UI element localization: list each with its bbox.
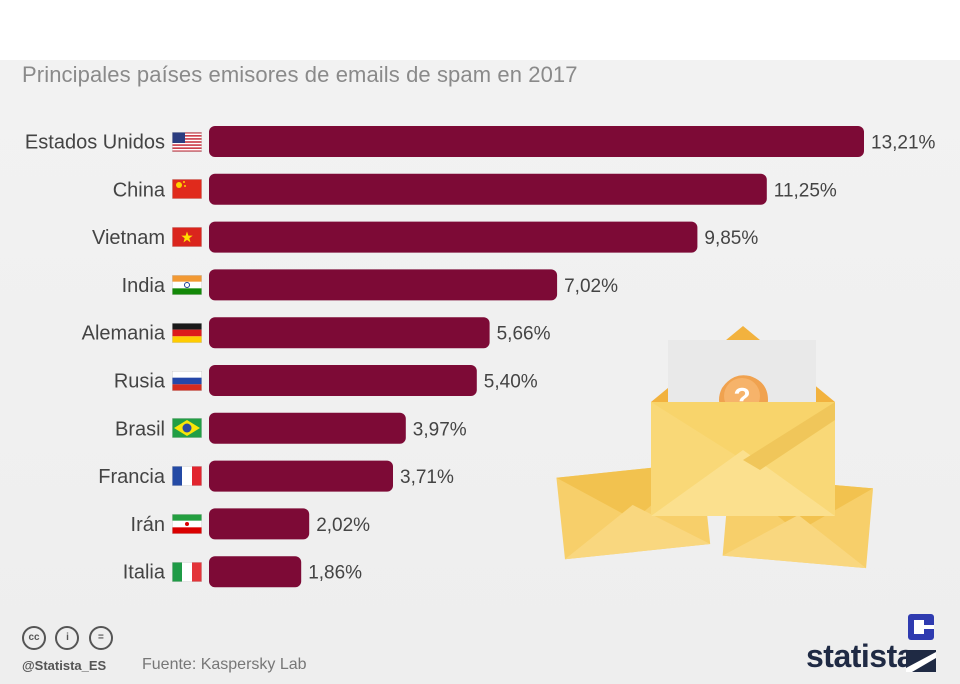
bar <box>209 173 767 205</box>
source-note: Fuente: Kaspersky Lab <box>142 656 307 673</box>
license-icons: cc i = <box>22 626 118 650</box>
category-label: Irán <box>131 514 165 536</box>
twitter-handle: @Statista_ES <box>22 658 107 673</box>
india-flag-icon <box>172 275 202 295</box>
no-derivatives-icon: = <box>88 626 113 650</box>
chart-title: Principales países emisores de emails de… <box>22 62 578 87</box>
category-label: Estados Unidos <box>25 132 165 154</box>
data-label: 9,85% <box>704 228 758 249</box>
data-label: 1,86% <box>308 563 362 584</box>
cc-icon: cc <box>22 626 46 650</box>
russia-flag-icon <box>172 371 202 391</box>
bar <box>209 460 393 492</box>
category-label: Francia <box>98 466 166 488</box>
bar <box>209 556 302 588</box>
italy-flag-icon <box>172 562 202 582</box>
data-label: 3,71% <box>400 467 454 488</box>
bar <box>209 365 477 396</box>
bar <box>209 508 310 540</box>
data-label: 5,66% <box>497 324 551 345</box>
bar <box>209 126 864 157</box>
category-label: Brasil <box>115 418 165 440</box>
data-label: 5,40% <box>484 372 538 393</box>
category-label: Vietnam <box>92 227 165 249</box>
bar <box>209 412 406 444</box>
category-label: China <box>113 179 166 201</box>
bar <box>209 221 698 253</box>
bar <box>209 317 490 349</box>
category-label: Italia <box>123 562 166 584</box>
france-flag-icon <box>172 466 202 486</box>
data-label: 3,97% <box>413 419 467 440</box>
china-flag-icon <box>172 179 202 199</box>
germany-flag-icon <box>172 323 202 343</box>
statista-wordmark: statista <box>806 638 915 674</box>
spam-envelope-question-icon: ? <box>556 326 874 569</box>
brazil-flag-icon <box>172 418 202 438</box>
attribution-icon: i <box>55 626 80 650</box>
statista-logo-icon <box>906 614 936 672</box>
data-label: 7,02% <box>564 276 618 297</box>
data-label: 11,25% <box>774 180 837 201</box>
data-label: 13,21% <box>871 133 936 154</box>
category-label: Rusia <box>114 371 166 393</box>
category-label: Alemania <box>82 323 166 345</box>
bar <box>209 269 558 301</box>
iran-flag-icon <box>172 514 202 534</box>
vietnam-flag-icon <box>172 227 202 247</box>
category-label: India <box>122 275 166 297</box>
data-label: 2,02% <box>316 515 370 536</box>
us-flag-icon <box>172 132 202 152</box>
